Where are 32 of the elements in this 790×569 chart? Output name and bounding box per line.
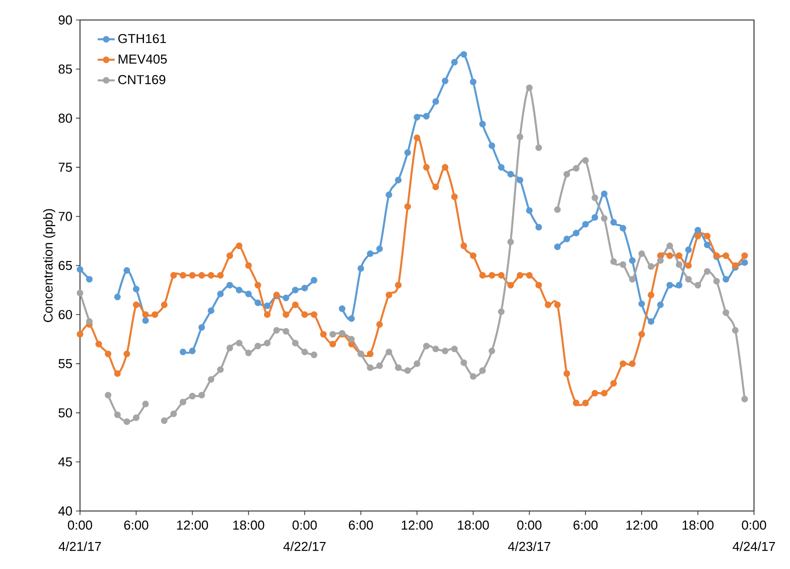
x-tick-label: 0:00 [68,520,92,530]
legend-label: MEV405 [118,54,167,64]
y-axis-title: Concentration (ppb) [43,209,56,322]
x-tick-label: 6:00 [574,520,598,530]
y-tick-label: 60 [58,310,72,320]
x-tick-label: 12:00 [402,520,433,530]
text: 4/22/17 [283,542,326,552]
y-tick-label: 70 [58,212,72,221]
x-tick-label: 6:00 [124,520,148,530]
x-tick-label: 0:00 [517,520,542,530]
x-tick-label: 18:00 [233,520,264,530]
text: 4/23/17 [508,542,550,552]
x-tick-label: 18:00 [682,520,714,530]
x-tick-label: 6:00 [348,520,373,530]
y-tick-label: 45 [58,457,72,466]
y-tick-label: 40 [58,506,72,516]
y-tick-label: 85 [58,64,72,74]
legend-label: CNT169 [118,75,166,84]
text: 4/21/17 [58,542,101,552]
legend-label: GTH161 [118,34,166,44]
text: 4/24/17 [732,542,775,552]
y-tick-label: 75 [58,162,72,172]
y-tick-label: 55 [58,359,72,368]
y-tick-label: 65 [58,260,72,270]
x-tick-label: 12:00 [626,520,658,530]
x-tick-label: 18:00 [458,520,489,530]
y-tick-label: 80 [58,114,72,123]
y-tick-label: 90 [58,15,72,25]
x-tick-label: 0:00 [292,520,317,530]
x-tick-label: 12:00 [177,520,208,530]
x-tick-label: 0:00 [742,520,766,530]
y-tick-label: 50 [58,408,72,418]
